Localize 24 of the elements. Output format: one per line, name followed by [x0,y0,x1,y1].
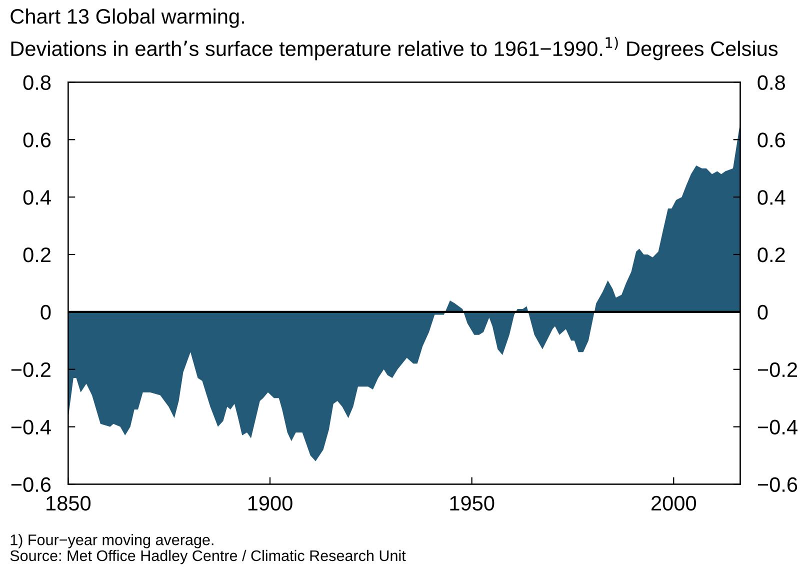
y2-tick-label: 0.6 [758,132,785,148]
x-tick-label: 1900 [248,496,292,511]
y2-tick-label: 0.8 [758,75,785,90]
y2-tick-label: −0.4 [758,420,798,435]
y2-tick-label: 0 [758,304,768,320]
y-tick-label: 0 [40,304,51,320]
y-tick-label: 0.8 [23,75,51,90]
chart-title: Chart 13 Global warming. [10,8,244,28]
y2-tick-label: −0.2 [758,362,797,378]
y-tick-label: −0.2 [11,362,50,378]
source-note: Source: Met Office Hadley Centre / Climatic Research Unit [10,550,406,564]
y-tick-label: −0.4 [11,420,51,435]
x-tick-label: 1850 [46,496,91,511]
x-tick-label: 2000 [652,496,696,511]
y-tick-label: 0.4 [23,190,51,205]
y-tick-label: 0.6 [23,132,51,148]
chart-subtitle: Deviations in earth’s surface temperature relative to 1961−1990.$^{1)}$ Degrees Celsius [11,36,778,60]
y2-tick-label: 0.4 [758,190,786,205]
y-tick-label: 0.2 [23,248,50,262]
text: 1) Four−year moving average. [10,534,214,548]
y2-tick-label: −0.6 [758,477,798,492]
x-tick-label: 1950 [450,496,494,511]
y-tick-label: −0.6 [11,477,51,492]
y2-tick-label: 0.2 [758,248,785,262]
